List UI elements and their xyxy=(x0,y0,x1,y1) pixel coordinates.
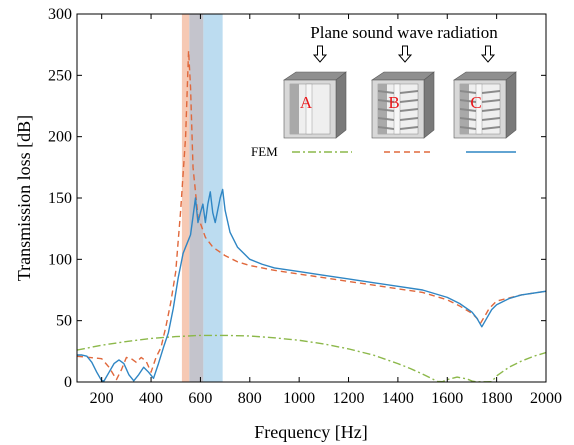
ticks: 200 400 600 800 1000 1200 1400 1600 1800 2000 0 50 1… xyxy=(48,6,562,407)
down-arrow-icon-3 xyxy=(480,45,496,63)
panel-letter-a: A xyxy=(300,93,313,112)
frequency-band-3 xyxy=(203,14,223,382)
y-tick-label-0: 0 xyxy=(64,374,72,391)
x-tick-label-1400: 1400 xyxy=(382,390,414,407)
x-tick-label-200: 200 xyxy=(90,390,114,407)
structure-inset: Plane sound wave radiation A B C xyxy=(283,23,517,139)
structure-cell-a: A xyxy=(283,71,347,139)
axes-box xyxy=(76,13,547,383)
y-tick-label-300: 300 xyxy=(48,6,72,23)
series-line-a xyxy=(77,334,546,382)
x-tick-label-2000: 2000 xyxy=(530,390,562,407)
down-arrow-icon-1 xyxy=(312,45,328,63)
panel-letter-c: C xyxy=(470,93,481,112)
series-line-c xyxy=(77,188,546,382)
radiation-annotation: Plane sound wave radiation xyxy=(310,23,498,42)
x-axis-label: Frequency [Hz] xyxy=(254,422,367,442)
y-tick-label-150: 150 xyxy=(48,190,72,207)
frequency-bands xyxy=(181,14,223,382)
x-tick-label-1800: 1800 xyxy=(481,390,513,407)
y-tick-label-100: 100 xyxy=(48,251,72,268)
structure-cell-c: C xyxy=(453,71,517,139)
x-tick-label-1200: 1200 xyxy=(333,390,365,407)
legend: FEM xyxy=(251,144,516,159)
y-tick-label-250: 250 xyxy=(48,67,72,84)
x-tick-label-1000: 1000 xyxy=(283,390,315,407)
x-tick-label-400: 400 xyxy=(139,390,163,407)
x-tick-label-600: 600 xyxy=(188,390,212,407)
frequency-band-1 xyxy=(181,14,190,382)
axis-labels: Frequency [Hz] Transmission loss [dB] xyxy=(14,115,368,442)
y-tick-label-200: 200 xyxy=(48,129,72,146)
structure-cell-b: B xyxy=(371,71,435,139)
x-tick-label-1600: 1600 xyxy=(431,390,463,407)
x-tick-label-800: 800 xyxy=(238,390,262,407)
panel-letter-b: B xyxy=(388,93,399,112)
plot-frame xyxy=(76,13,547,383)
y-tick-label-50: 50 xyxy=(56,313,72,330)
y-axis-label: Transmission loss [dB] xyxy=(14,115,34,281)
legend-label: FEM xyxy=(251,144,278,159)
down-arrow-icon-2 xyxy=(397,45,413,63)
